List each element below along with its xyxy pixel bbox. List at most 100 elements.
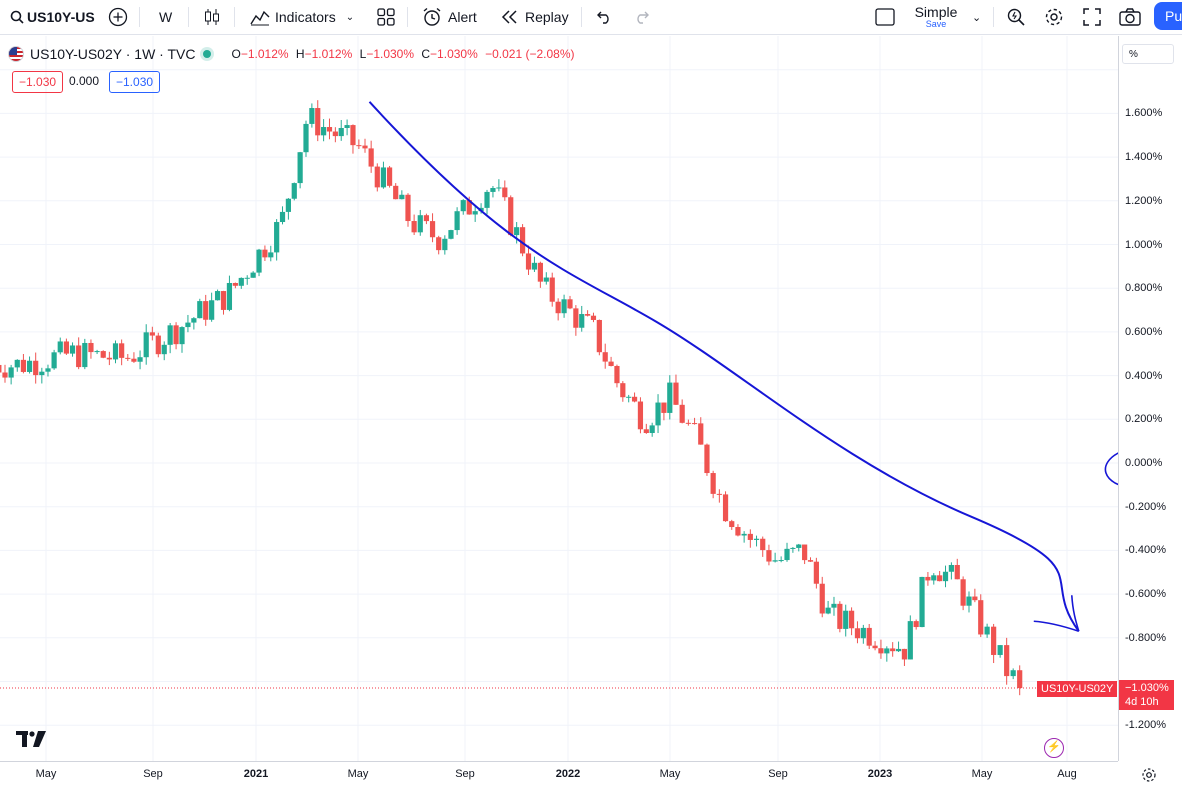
grid-lines [0, 36, 1118, 761]
candle-body [637, 401, 644, 430]
trendline-drawing [368, 101, 1080, 632]
indicators-button[interactable]: Indicators ⌄ [250, 0, 354, 34]
candle [643, 423, 649, 434]
settings-button[interactable] [1044, 0, 1064, 34]
candle [966, 591, 972, 613]
scale-settings-icon[interactable] [1141, 767, 1157, 783]
candle-body [913, 621, 919, 628]
ohlc-values: O−1.012% H−1.012% L−1.030% C−1.030% −0.0… [231, 47, 574, 61]
candle-body [819, 583, 825, 614]
candle [878, 639, 884, 659]
layout-save-label: Save [925, 19, 947, 29]
candle-body [735, 527, 741, 536]
candle [1004, 637, 1010, 685]
candle-body [878, 648, 884, 654]
candle [735, 524, 741, 537]
candle-body [26, 360, 33, 372]
alert-label: Alert [448, 9, 477, 25]
layout-button[interactable] [875, 0, 895, 34]
layout-save[interactable]: Simple Save [910, 0, 962, 34]
candle-body [901, 648, 908, 660]
candle [173, 322, 179, 350]
candle [978, 594, 984, 638]
candle-body [537, 262, 543, 282]
candle-body [386, 167, 393, 186]
quick-search-button[interactable] [1006, 0, 1026, 34]
chart-plot-area[interactable] [0, 36, 1118, 761]
candle [543, 272, 549, 285]
candle-body [350, 125, 356, 146]
candle [220, 290, 227, 315]
candle [620, 381, 626, 402]
candle [26, 356, 33, 374]
candle [82, 338, 88, 370]
tradingview-logo[interactable] [16, 731, 46, 752]
candle [843, 604, 849, 637]
buy-price-button[interactable]: −1.030 [109, 71, 161, 93]
candle-body [778, 560, 784, 562]
candle-body [872, 645, 878, 649]
candle [179, 326, 185, 353]
high-label: H [295, 47, 305, 61]
candle [106, 351, 112, 366]
interval-button[interactable]: W [159, 0, 172, 34]
replay-button[interactable]: Replay [501, 0, 569, 34]
time-tick-label: May [659, 768, 681, 780]
candle-body [590, 315, 597, 320]
candle [2, 364, 8, 383]
candle [362, 138, 368, 153]
time-tick-label: Sep [143, 768, 163, 780]
candle [784, 542, 790, 562]
chevron-down-icon[interactable]: ⌄ [972, 11, 982, 24]
candle-body [220, 291, 227, 310]
lightning-icon[interactable]: ⚡ [1044, 738, 1064, 758]
candle [679, 399, 685, 424]
candle [573, 305, 579, 336]
candle [895, 641, 902, 653]
candle-body [442, 238, 448, 251]
sell-price-button[interactable]: −1.030 [12, 71, 64, 93]
add-symbol-button[interactable] [108, 0, 128, 34]
candle-body [679, 404, 685, 423]
candle [291, 182, 297, 201]
series-title[interactable]: US10Y-US02Y · 1W · TVC [30, 46, 196, 62]
candle [155, 332, 161, 358]
symbol-search[interactable]: US10Y-US [10, 0, 95, 34]
candle [866, 623, 872, 649]
candle [356, 139, 362, 150]
alert-icon [422, 7, 442, 27]
time-tick-label: May [35, 768, 57, 780]
snapshot-button[interactable] [1119, 0, 1141, 34]
candle [942, 565, 949, 588]
candles-icon [203, 7, 221, 27]
candle [436, 235, 442, 255]
templates-button[interactable] [377, 0, 395, 34]
candle [590, 312, 597, 323]
undo-button[interactable] [595, 0, 613, 34]
candle-body [155, 335, 161, 355]
candle-body [704, 444, 710, 474]
chevron-down-icon[interactable]: ⌄ [345, 11, 355, 23]
price-scale[interactable] [1118, 36, 1182, 761]
candle [819, 576, 825, 618]
candle-body [543, 277, 549, 282]
redo-button[interactable] [633, 0, 651, 34]
divider [407, 7, 408, 27]
scale-mode-label[interactable]: % [1122, 44, 1174, 64]
candle [344, 119, 350, 136]
candle [685, 419, 691, 426]
alert-button[interactable]: Alert [422, 0, 477, 34]
candle-body [191, 318, 197, 323]
circle-drawing [1104, 452, 1118, 486]
candle-body [197, 301, 203, 319]
candle [332, 127, 338, 143]
publish-button[interactable]: Pu [1154, 2, 1182, 30]
price-tick-label: 1.200% [1125, 194, 1163, 207]
candle-body [423, 215, 430, 222]
price-tick-label: 0.000% [1125, 457, 1163, 469]
candle [960, 576, 966, 611]
chart-type-button[interactable] [203, 0, 221, 34]
candle [496, 179, 502, 192]
fullscreen-button[interactable] [1083, 0, 1101, 34]
time-tick-label: Sep [455, 768, 475, 780]
